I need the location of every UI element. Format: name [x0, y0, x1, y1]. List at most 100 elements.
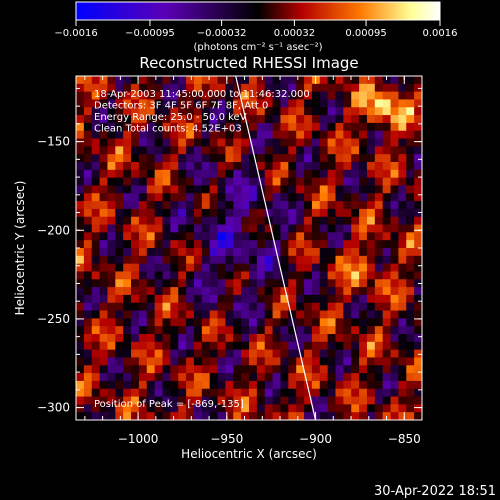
heatmap-cell [335, 263, 344, 273]
heatmap-cell [146, 263, 156, 273]
heatmap-cell [382, 83, 392, 93]
heatmap-cell [351, 83, 360, 93]
heatmap-cell [249, 318, 258, 327]
heatmap-cell [170, 357, 179, 366]
heatmap-cell [107, 154, 116, 163]
heatmap-cell [178, 201, 187, 210]
heatmap-cell [414, 240, 422, 249]
heatmap-cell [76, 404, 85, 413]
heatmap-cell [280, 169, 289, 179]
heatmap-cell [288, 404, 297, 413]
heatmap-cell [382, 380, 392, 390]
heatmap-cell [351, 185, 360, 194]
heatmap-cell [209, 115, 219, 124]
heatmap-cell [217, 154, 227, 163]
heatmap-cell [296, 162, 305, 171]
heatmap-cell [304, 341, 313, 351]
heatmap-cell [406, 240, 415, 249]
heatmap-cell [123, 232, 132, 241]
heatmap-cell [296, 99, 305, 108]
heatmap-cell [138, 412, 148, 420]
heatmap-cell [406, 130, 415, 140]
heatmap-cell [76, 240, 85, 249]
heatmap-cell [241, 138, 250, 147]
heatmap-cell [256, 255, 266, 265]
heatmap-cell [319, 357, 329, 366]
heatmap-cell [170, 99, 179, 108]
heatmap-cell [225, 302, 234, 312]
heatmap-cell [76, 326, 85, 335]
heatmap-cell [343, 412, 352, 420]
heatmap-cell [193, 248, 203, 257]
heatmap-cell [99, 255, 109, 265]
heatmap-cell [241, 326, 250, 335]
heatmap-cell [201, 177, 211, 187]
heatmap-cell [319, 193, 329, 202]
heatmap-cell [209, 287, 219, 296]
heatmap-cell [335, 318, 344, 327]
heatmap-cell [186, 388, 195, 398]
heatmap-cell [280, 193, 289, 202]
heatmap-cell [123, 107, 132, 116]
heatmap-cell [241, 83, 250, 93]
heatmap-cell [327, 138, 337, 147]
heatmap-cell [178, 373, 187, 382]
heatmap-cell [154, 115, 164, 124]
heatmap-cell [249, 357, 258, 366]
heatmap-cell [162, 224, 171, 233]
heatmap-cell [264, 388, 274, 398]
heatmap-cell [241, 373, 250, 382]
heatmap-cell [390, 380, 400, 390]
heatmap-cell [264, 404, 274, 413]
heatmap-cell [193, 263, 203, 273]
heatmap-cell [264, 154, 274, 163]
heatmap-cell [162, 83, 171, 93]
heatmap-cell [225, 169, 234, 179]
heatmap-cell [138, 232, 148, 241]
heatmap-cell [209, 122, 219, 132]
x-tick-label: −1000 [118, 432, 159, 446]
heatmap-cell [327, 76, 337, 85]
heatmap-cell [414, 255, 422, 265]
heatmap-cell [351, 115, 360, 124]
heatmap-cell [327, 388, 337, 398]
heatmap-cell [249, 373, 258, 382]
heatmap-cell [76, 334, 85, 343]
heatmap-cell [162, 396, 171, 405]
heatmap-cell [201, 294, 211, 304]
heatmap-cell [319, 224, 329, 233]
heatmap-cell [146, 365, 156, 374]
heatmap-cell [76, 107, 85, 116]
heatmap-cell [249, 107, 258, 116]
heatmap-cell [123, 185, 132, 194]
heatmap-cell [288, 380, 297, 390]
heatmap-cell [366, 99, 376, 108]
heatmap-cell [280, 107, 289, 116]
heatmap-cell [311, 115, 321, 124]
heatmap-cell [319, 380, 329, 390]
heatmap-cell [178, 122, 187, 132]
heatmap-cell [256, 216, 266, 226]
heatmap-cell [390, 318, 400, 327]
heatmap-cell [319, 99, 329, 108]
heatmap-cell [83, 83, 93, 93]
heatmap-cell [138, 248, 148, 257]
heatmap-cell [91, 154, 101, 163]
heatmap-cell [154, 146, 164, 155]
heatmap-cell [115, 248, 124, 257]
heatmap-cell [343, 185, 352, 194]
heatmap-cell [390, 91, 400, 101]
heatmap-cell [256, 107, 266, 116]
heatmap-cell [272, 99, 282, 108]
heatmap-cell [390, 162, 400, 171]
heatmap-cell [311, 357, 321, 366]
heatmap-cell [264, 294, 274, 304]
heatmap-cell [107, 334, 116, 343]
heatmap-cell [264, 185, 274, 194]
heatmap-cell [272, 287, 282, 296]
heatmap-cell [201, 380, 211, 390]
heatmap-cell [241, 310, 250, 319]
heatmap-cell [225, 83, 234, 93]
heatmap-cell [115, 412, 124, 420]
heatmap-cell [146, 271, 156, 280]
